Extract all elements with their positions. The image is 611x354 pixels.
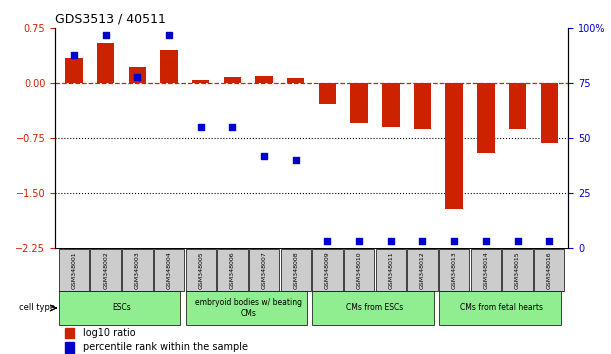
Bar	[90, 249, 121, 291]
Text: GSM348014: GSM348014	[483, 251, 488, 289]
Text: CMs from ESCs: CMs from ESCs	[346, 303, 404, 313]
Bar	[287, 78, 304, 83]
Text: GSM348008: GSM348008	[293, 251, 298, 289]
Text: GSM348006: GSM348006	[230, 251, 235, 289]
Text: cell type: cell type	[20, 303, 56, 313]
Bar	[65, 328, 75, 338]
Bar	[224, 77, 241, 83]
Text: log10 ratio: log10 ratio	[83, 328, 136, 338]
Bar	[344, 249, 375, 291]
Point	[354, 238, 364, 244]
Text: GSM348007: GSM348007	[262, 251, 266, 289]
Bar	[439, 291, 561, 325]
Bar	[477, 83, 494, 153]
Point	[101, 32, 111, 38]
Bar	[509, 83, 526, 129]
Text: GDS3513 / 40511: GDS3513 / 40511	[55, 13, 166, 26]
Bar	[154, 249, 185, 291]
Point	[481, 238, 491, 244]
Bar	[65, 342, 75, 353]
Bar	[445, 83, 463, 209]
Point	[544, 238, 554, 244]
Text: GSM348015: GSM348015	[515, 251, 520, 289]
Point	[69, 52, 79, 57]
Bar	[541, 83, 558, 143]
Text: GSM348009: GSM348009	[325, 251, 330, 289]
Point	[259, 153, 269, 159]
Point	[227, 124, 237, 130]
Bar	[97, 43, 114, 83]
Bar	[249, 249, 279, 291]
Text: GSM348016: GSM348016	[547, 251, 552, 289]
Point	[386, 238, 396, 244]
Text: ESCs: ESCs	[112, 303, 131, 313]
Bar	[186, 291, 307, 325]
Bar	[129, 67, 146, 83]
Point	[291, 157, 301, 163]
Bar	[65, 58, 82, 83]
Text: GSM348004: GSM348004	[167, 251, 172, 289]
Bar	[186, 249, 216, 291]
Bar	[192, 80, 210, 83]
Bar	[534, 249, 565, 291]
Bar	[255, 76, 273, 83]
Text: GSM348005: GSM348005	[198, 251, 203, 289]
Bar	[439, 249, 469, 291]
Bar	[502, 249, 533, 291]
Point	[133, 74, 142, 79]
Bar	[382, 83, 400, 127]
Point	[196, 124, 206, 130]
Point	[164, 32, 174, 38]
Bar	[59, 291, 180, 325]
Text: GSM348013: GSM348013	[452, 251, 456, 289]
Text: GSM348012: GSM348012	[420, 251, 425, 289]
Bar	[319, 83, 336, 104]
Text: CMs from fetal hearts: CMs from fetal hearts	[460, 303, 543, 313]
Bar	[376, 249, 406, 291]
Bar	[160, 50, 178, 83]
Text: GSM348001: GSM348001	[71, 251, 76, 289]
Text: GSM348003: GSM348003	[135, 251, 140, 289]
Bar	[312, 291, 434, 325]
Point	[417, 238, 427, 244]
Text: GSM348010: GSM348010	[357, 251, 362, 289]
Bar	[408, 249, 437, 291]
Point	[449, 238, 459, 244]
Bar	[122, 249, 153, 291]
Point	[323, 238, 332, 244]
Bar	[470, 249, 501, 291]
Bar	[414, 83, 431, 129]
Bar	[312, 249, 343, 291]
Bar	[280, 249, 311, 291]
Text: GSM348011: GSM348011	[389, 251, 393, 289]
Text: GSM348002: GSM348002	[103, 251, 108, 289]
Text: percentile rank within the sample: percentile rank within the sample	[83, 342, 248, 352]
Bar	[217, 249, 247, 291]
Bar	[351, 83, 368, 124]
Point	[513, 238, 522, 244]
Text: embryoid bodies w/ beating
CMs: embryoid bodies w/ beating CMs	[195, 298, 302, 318]
Bar	[59, 249, 89, 291]
